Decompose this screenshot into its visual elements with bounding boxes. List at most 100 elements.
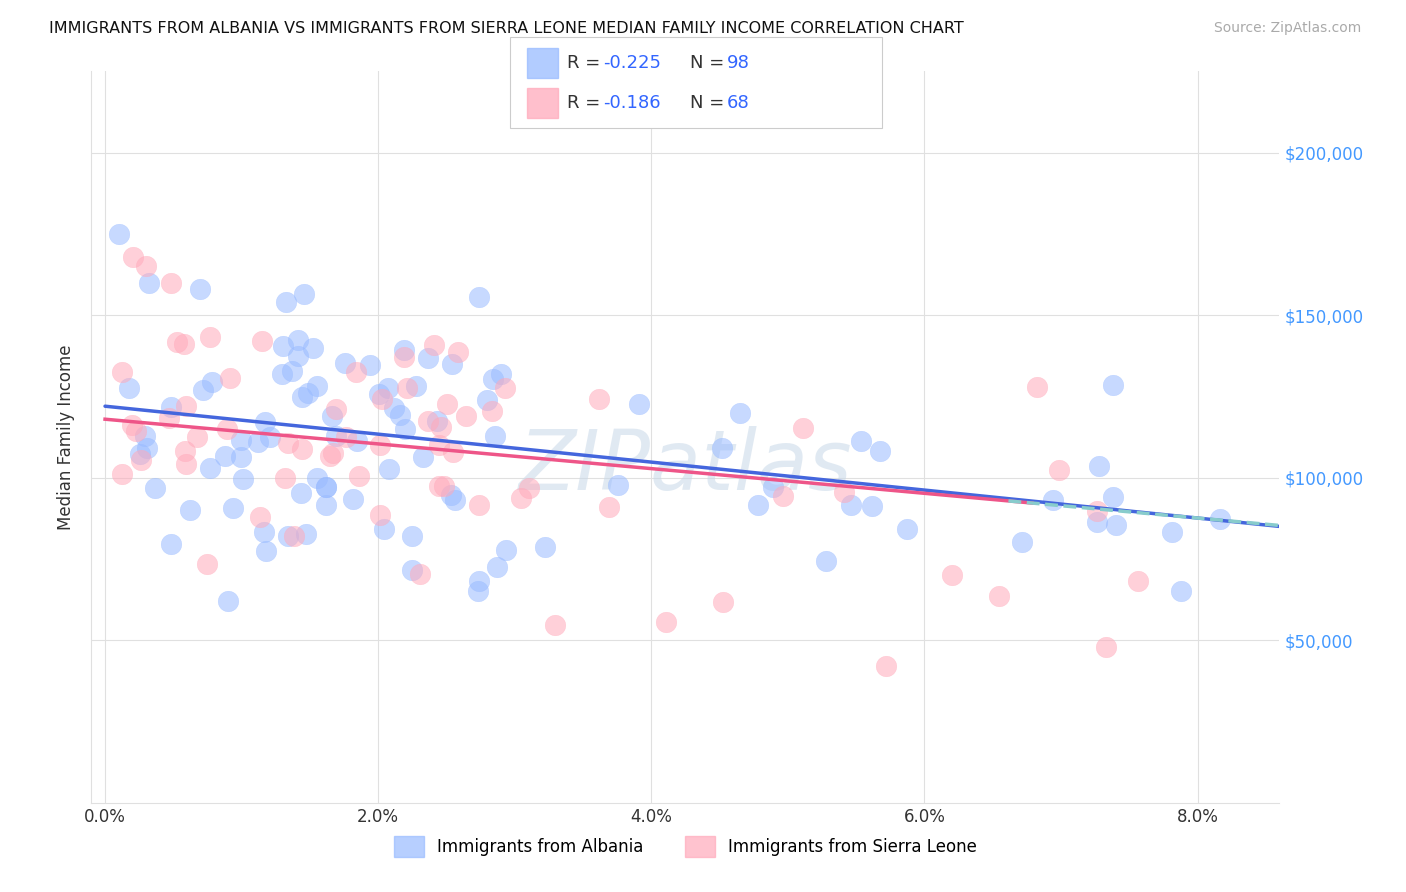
Point (173, 337, 195, 351)
Point (108, 227, 131, 241)
Point (250, 334, 273, 349)
Point (1128, 574, 1150, 588)
Point (193, 383, 215, 397)
Point (229, 433, 252, 447)
Point (494, 381, 516, 395)
Point (121, 250, 143, 264)
Point (468, 574, 491, 588)
Point (517, 481, 540, 495)
Point (436, 397, 458, 411)
Point (371, 392, 394, 407)
Point (111, 467, 134, 481)
Y-axis label: Median Family Income: Median Family Income (58, 344, 76, 530)
Point (1025, 380, 1047, 394)
Text: 98: 98 (727, 54, 749, 72)
Text: N =: N = (690, 94, 730, 112)
Point (396, 381, 419, 395)
Point (427, 479, 450, 493)
Point (606, 477, 628, 491)
Point (291, 390, 314, 404)
Point (941, 567, 963, 582)
Point (1042, 493, 1064, 508)
Point (174, 399, 197, 413)
Point (405, 378, 427, 392)
Point (433, 479, 456, 493)
Point (174, 444, 197, 458)
Point (368, 387, 391, 401)
Point (440, 357, 463, 371)
Point (401, 528, 423, 542)
Point (486, 559, 509, 574)
Point (454, 409, 477, 424)
Point (409, 566, 432, 581)
Point (302, 341, 325, 355)
Point (834, 485, 856, 500)
Point (143, 482, 166, 496)
Point (482, 372, 505, 386)
Point (252, 525, 274, 540)
Point (271, 368, 294, 382)
Point (136, 441, 159, 455)
Point (392, 343, 415, 357)
Point (384, 401, 406, 416)
Point (198, 460, 221, 475)
Point (510, 491, 533, 505)
Point (1011, 535, 1033, 549)
Point (495, 543, 517, 558)
Point (762, 480, 785, 494)
Point (186, 430, 208, 444)
Point (344, 365, 367, 379)
Point (287, 333, 309, 347)
Point (322, 446, 344, 460)
Point (110, 365, 132, 379)
Point (232, 472, 254, 486)
Point (426, 414, 449, 428)
Point (481, 404, 503, 418)
Point (307, 379, 329, 393)
Point (315, 480, 337, 494)
Point (281, 364, 304, 378)
Point (1209, 512, 1232, 526)
Point (315, 499, 337, 513)
Point (1085, 515, 1108, 529)
Point (254, 544, 277, 558)
Point (544, 617, 567, 632)
Point (174, 457, 197, 471)
Point (792, 421, 814, 435)
Point (222, 501, 245, 516)
Legend: Immigrants from Albania, Immigrants from Sierra Leone: Immigrants from Albania, Immigrants from… (394, 837, 977, 856)
Point (443, 492, 465, 507)
Point (839, 498, 862, 512)
Point (219, 371, 242, 385)
Point (229, 450, 252, 464)
Point (429, 420, 451, 434)
Point (394, 421, 416, 435)
Point (378, 462, 401, 476)
Point (598, 500, 620, 514)
Point (160, 400, 183, 414)
Point (335, 355, 357, 369)
Point (534, 541, 557, 555)
Point (427, 438, 450, 452)
Point (489, 367, 512, 381)
Point (217, 594, 239, 608)
Point (388, 408, 411, 422)
Point (1170, 583, 1192, 598)
Point (1047, 463, 1070, 477)
Point (468, 498, 491, 512)
Point (305, 471, 328, 485)
Point (1105, 518, 1128, 533)
Point (747, 498, 769, 512)
Point (201, 375, 224, 389)
Point (214, 450, 236, 464)
Point (128, 447, 150, 461)
Point (588, 392, 610, 407)
Point (484, 428, 506, 442)
Point (283, 529, 305, 543)
Point (1102, 490, 1125, 504)
Point (294, 526, 316, 541)
Point (297, 385, 319, 400)
Point (875, 659, 897, 673)
Point (129, 452, 152, 467)
Point (188, 282, 211, 296)
